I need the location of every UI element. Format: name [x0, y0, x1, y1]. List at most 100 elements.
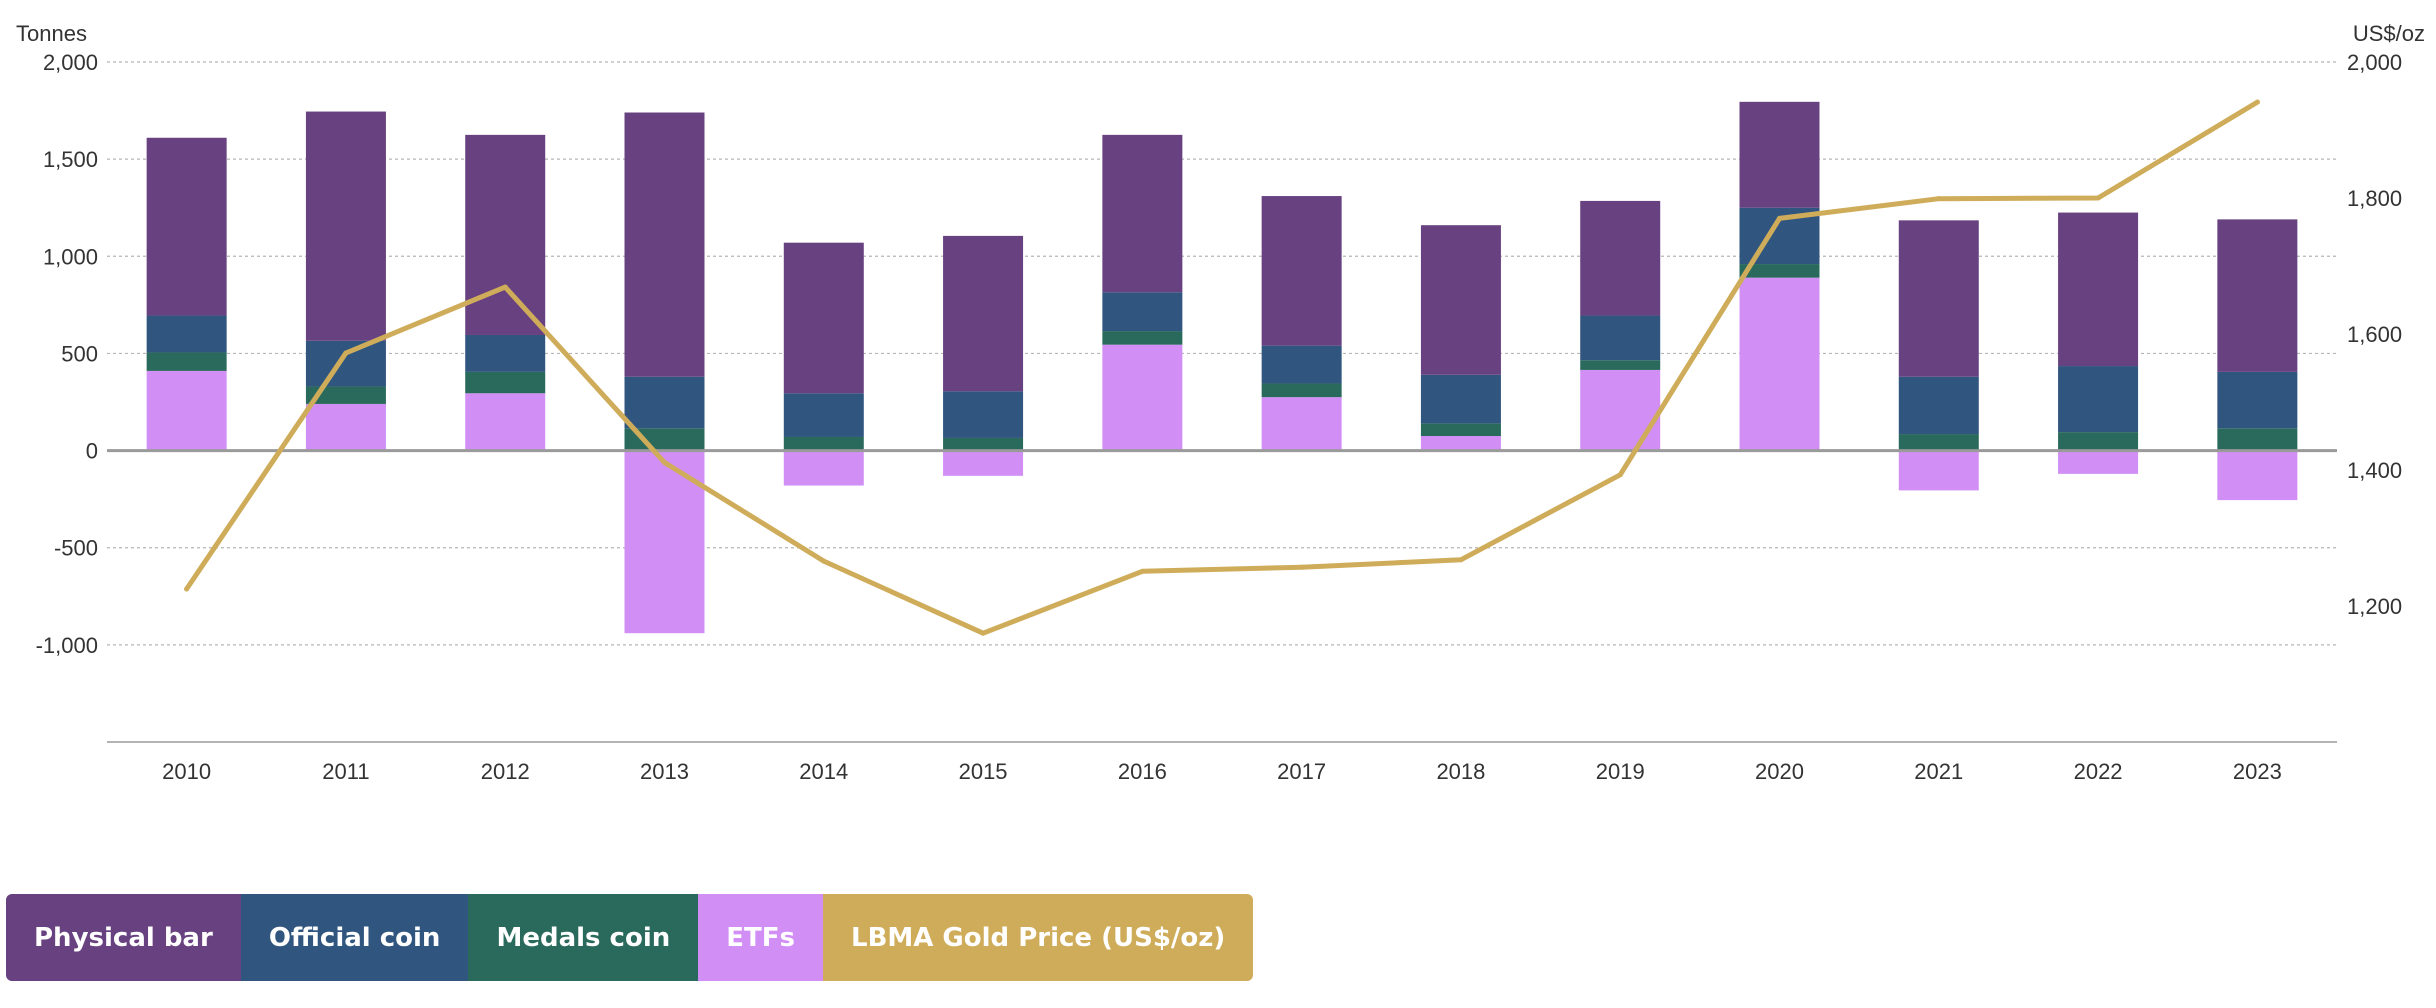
- bar-medals-coin-2020: [1739, 264, 1820, 278]
- bar-official-coin-2021: [1898, 376, 1979, 435]
- bar-physical-bar-2016: [1102, 134, 1183, 293]
- price-point-2023: [2254, 99, 2260, 105]
- bar-official-coin-2012: [465, 334, 546, 372]
- bar-medals-coin-2015: [943, 437, 1024, 451]
- price-point-2020: [1777, 215, 1782, 221]
- bar-official-coin-2016: [1102, 292, 1183, 332]
- price-point-2019: [1617, 472, 1623, 478]
- bar-physical-bar-2014: [783, 242, 864, 394]
- bar-physical-bar-2015: [943, 235, 1024, 392]
- bar-medals-coin-2018: [1420, 423, 1501, 436]
- bar-etfs-2023: [2217, 450, 2298, 501]
- bar-medals-coin-2023: [2217, 428, 2298, 451]
- lbma-gold-price-line: [184, 99, 2260, 636]
- x-tick-label: 2022: [2074, 759, 2123, 784]
- x-tick-label: 2021: [1914, 759, 1963, 784]
- bar-medals-coin-2016: [1102, 331, 1183, 345]
- bar-physical-bar-2017: [1261, 196, 1342, 346]
- bar-etfs-2021: [1898, 450, 1979, 491]
- bar-etfs-2022: [2058, 450, 2139, 474]
- bar-medals-coin-2011: [305, 386, 386, 404]
- price-line-series: [184, 99, 2260, 636]
- bar-etfs-2014: [783, 450, 864, 486]
- price-point-2013: [662, 460, 667, 466]
- bar-medals-coin-2017: [1261, 383, 1342, 398]
- price-point-2011: [343, 350, 349, 356]
- x-tick-label: 2015: [959, 759, 1008, 784]
- bar-official-coin-2014: [783, 393, 864, 437]
- legend-medals-coin[interactable]: Medals coin: [468, 894, 699, 981]
- x-tick-label: 2023: [2233, 759, 2282, 784]
- bar-etfs-2012: [465, 393, 546, 451]
- x-tick-label: 2011: [322, 759, 369, 784]
- bar-official-coin-2018: [1420, 374, 1501, 424]
- right-tick-label: 1,400: [2347, 458, 2402, 483]
- price-point-2016: [1139, 568, 1145, 574]
- gold-demand-chart: Tonnes US$/oz 2,000 1,500 1,000 500 0 -500 -1,…: [16, 21, 2425, 784]
- bar-series: [146, 101, 2298, 634]
- price-point-2021: [1936, 196, 1942, 202]
- bar-physical-bar-2021: [1898, 220, 1979, 377]
- bar-physical-bar-2020: [1739, 101, 1820, 208]
- x-tick-label: 2014: [799, 759, 848, 784]
- price-point-2017: [1299, 564, 1305, 570]
- bar-etfs-2019: [1580, 369, 1661, 451]
- x-tick-label: 2019: [1596, 759, 1645, 784]
- left-tick-label: 500: [61, 341, 98, 366]
- right-tick-label: 1,600: [2347, 322, 2402, 347]
- x-tick-label: 2012: [481, 759, 530, 784]
- price-point-2022: [2095, 195, 2101, 201]
- left-axis-ticks: 2,000 1,500 1,000 500 0 -500 -1,000: [36, 50, 98, 658]
- price-point-2015: [980, 630, 986, 636]
- gridlines: [107, 61, 2337, 743]
- bar-etfs-2010: [146, 370, 227, 451]
- x-axis-ticks: 2010 2011 2012 2013 2014 2015 2016 2017 2018 2019…: [162, 759, 2282, 784]
- x-tick-label: 2010: [162, 759, 211, 784]
- bar-etfs-2020: [1739, 277, 1820, 451]
- left-tick-label: 2,000: [43, 50, 98, 75]
- bar-medals-coin-2013: [624, 428, 705, 451]
- right-tick-label: 1,800: [2347, 186, 2402, 211]
- right-axis-ticks: 2,000 1,800 1,600 1,400 1,200: [2347, 50, 2402, 619]
- bar-physical-bar-2010: [146, 137, 227, 316]
- x-tick-label: 2016: [1118, 759, 1167, 784]
- bar-physical-bar-2022: [2058, 212, 2139, 367]
- bar-medals-coin-2022: [2058, 432, 2139, 451]
- left-tick-label: -500: [54, 536, 98, 561]
- bar-physical-bar-2018: [1420, 225, 1501, 375]
- bar-official-coin-2015: [943, 391, 1024, 438]
- x-tick-label: 2020: [1755, 759, 1804, 784]
- bar-physical-bar-2011: [305, 111, 386, 341]
- bar-official-coin-2010: [146, 315, 227, 353]
- bar-physical-bar-2019: [1580, 200, 1661, 316]
- legend-etfs[interactable]: ETFs: [698, 894, 823, 981]
- legend: Physical bar Official coin Medals coin E…: [6, 894, 1254, 981]
- bar-official-coin-2013: [624, 376, 705, 429]
- legend-physical-bar[interactable]: Physical bar: [6, 894, 241, 981]
- bar-etfs-2018: [1420, 436, 1501, 451]
- legend-lbma-gold-price[interactable]: LBMA Gold Price (US$/oz): [823, 894, 1254, 981]
- bar-medals-coin-2012: [465, 371, 546, 394]
- left-axis-label: Tonnes: [16, 21, 87, 46]
- bar-etfs-2016: [1102, 344, 1183, 451]
- bar-etfs-2017: [1261, 397, 1342, 451]
- price-point-2018: [1458, 557, 1464, 563]
- left-tick-label: 1,500: [43, 147, 98, 172]
- bar-physical-bar-2013: [624, 112, 705, 377]
- price-point-2012: [502, 284, 508, 290]
- bar-physical-bar-2023: [2217, 219, 2298, 372]
- bar-medals-coin-2014: [783, 436, 864, 451]
- left-tick-label: 0: [86, 439, 98, 464]
- right-axis-label: US$/oz: [2353, 21, 2425, 46]
- legend-official-coin[interactable]: Official coin: [240, 894, 469, 981]
- right-tick-label: 2,000: [2347, 50, 2402, 75]
- bar-etfs-2011: [305, 403, 386, 451]
- x-tick-label: 2017: [1277, 759, 1326, 784]
- right-tick-label: 1,200: [2347, 594, 2402, 619]
- bar-medals-coin-2010: [146, 352, 227, 371]
- left-tick-label: 1,000: [43, 244, 98, 269]
- left-tick-label: -1,000: [36, 633, 98, 658]
- bar-medals-coin-2019: [1580, 360, 1661, 370]
- bar-official-coin-2022: [2058, 366, 2139, 433]
- x-tick-label: 2013: [640, 759, 689, 784]
